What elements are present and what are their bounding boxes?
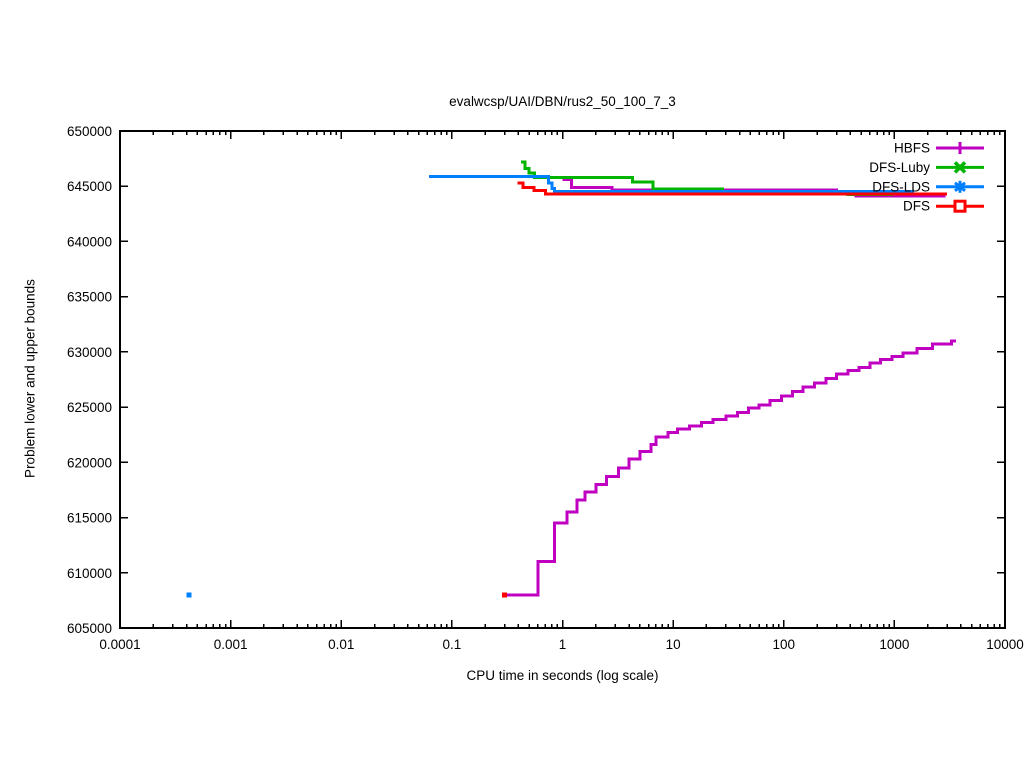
legend: HBFS DFS-Luby DFS-LDS DFS xyxy=(869,141,984,214)
y-tick-label: 640000 xyxy=(67,234,112,249)
axis-tick-labels: 0.0001 0.001 0.01 0.1 1 10 100 1000 10000 605000 6… xyxy=(67,124,1024,652)
legend-label: HBFS xyxy=(894,141,930,156)
series-point-dfs-lds xyxy=(186,592,192,598)
series-line-dfs-lds xyxy=(428,174,914,194)
legend-item-dfs-lds: DFS-LDS xyxy=(872,179,984,194)
axis-ticks xyxy=(119,130,1006,629)
plot-border xyxy=(119,130,1006,629)
x-tick-label: 0.0001 xyxy=(99,637,140,652)
y-tick-label: 610000 xyxy=(67,566,112,581)
y-tick-label: 625000 xyxy=(67,400,112,415)
legend-item-hbfs: HBFS xyxy=(894,141,984,156)
legend-label: DFS xyxy=(903,199,930,214)
legend-item-dfs-luby: DFS-Luby xyxy=(869,160,984,175)
series-group xyxy=(186,160,956,598)
series-line-dfs xyxy=(517,181,948,196)
legend-label: DFS-Luby xyxy=(869,160,930,175)
x-tick-label: 0.01 xyxy=(328,637,354,652)
cross-marker-icon xyxy=(953,161,967,174)
asterisk-marker-icon xyxy=(954,180,966,193)
x-tick-label: 10 xyxy=(666,637,681,652)
y-tick-label: 645000 xyxy=(67,179,112,194)
series-line-hbfs xyxy=(504,339,956,597)
x-tick-label: 1 xyxy=(559,637,567,652)
x-tick-label: 0.1 xyxy=(442,637,461,652)
x-tick-label: 0.001 xyxy=(214,637,248,652)
y-tick-label: 630000 xyxy=(67,345,112,360)
x-tick-label: 100 xyxy=(772,637,795,652)
legend-item-dfs: DFS xyxy=(903,199,984,214)
chart-title: evalwcsp/UAI/DBN/rus2_50_100_7_3 xyxy=(449,94,676,109)
y-tick-label: 615000 xyxy=(67,511,112,526)
plus-marker-icon xyxy=(954,142,966,154)
y-tick-label: 620000 xyxy=(67,455,112,470)
x-tick-label: 1000 xyxy=(879,637,909,652)
y-tick-label: 605000 xyxy=(67,621,112,636)
square-marker-icon xyxy=(953,199,967,213)
x-axis-label: CPU time in seconds (log scale) xyxy=(466,668,659,683)
x-tick-label: 10000 xyxy=(986,637,1024,652)
legend-label: DFS-LDS xyxy=(872,179,930,194)
y-tick-label: 635000 xyxy=(67,290,112,305)
y-tick-label: 650000 xyxy=(67,124,112,139)
series-point-dfs xyxy=(502,592,508,598)
